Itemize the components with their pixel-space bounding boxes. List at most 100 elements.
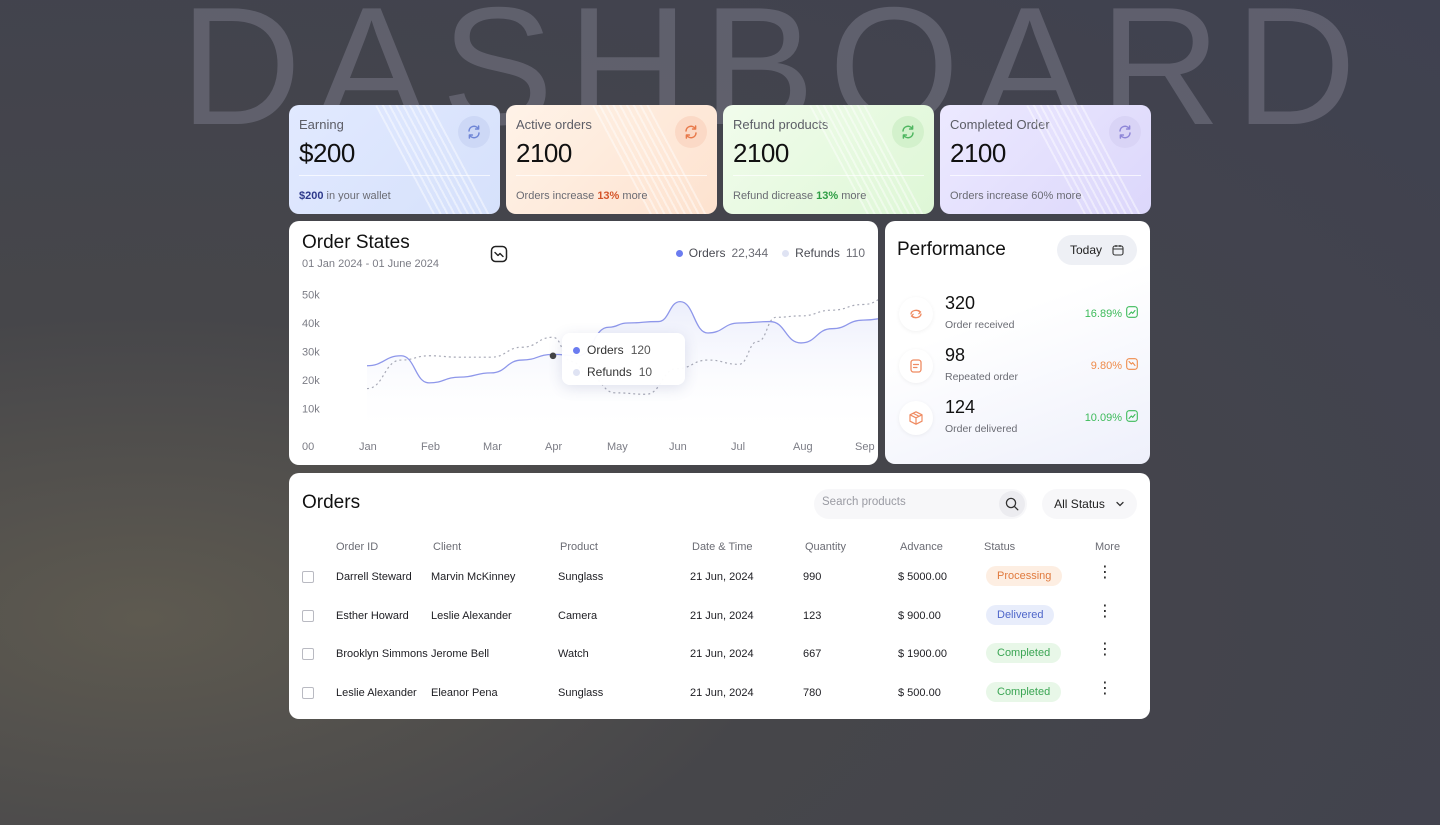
table-row: Darrell Steward Marvin McKinney Sunglass 21… [289,560,1150,596]
box-icon [899,401,933,435]
stat-value: 2100 [516,138,572,168]
x-tick-label: Apr [545,441,562,453]
stat-value: 2100 [733,138,789,168]
x-tick-label: Sep [855,441,875,453]
legend-orders[interactable]: Orders 22,344 [675,246,768,260]
performance-change: 10.09% [1085,410,1138,425]
order-states-date-range: 01 Jan 2024 - 01 June 2024 [302,258,440,270]
divider [516,175,707,176]
stat-card-earning: Earning $200 $200 in your wallet [289,105,500,214]
performance-label: Order delivered [945,423,1018,435]
y-tick-label: 00 [302,441,314,453]
more-options-icon[interactable]: ⋮ [1097,602,1113,620]
stat-label: Completed Order [950,117,1050,132]
refresh-icon[interactable] [892,116,924,148]
foot-text: in your wallet [323,190,391,202]
x-tick-label: Jun [669,441,687,453]
divider [950,175,1141,176]
performance-change: 9.80% [1091,358,1138,373]
row-checkbox[interactable] [302,609,314,622]
status-badge: Processing [986,566,1063,586]
refresh-icon[interactable] [675,116,707,148]
performance-label: Repeated order [945,371,1018,383]
stat-footer: $200 in your wallet [299,190,391,202]
cell-qty: 667 [803,648,822,660]
stat-label: Active orders [516,117,592,132]
more-options-icon[interactable]: ⋮ [1097,564,1113,581]
x-tick-label: Aug [793,441,813,453]
trend-toggle-icon[interactable] [490,245,508,263]
column-header-client: Client [433,541,462,553]
cell-qty: 123 [803,609,822,622]
row-checkbox[interactable] [302,686,314,699]
search-icon[interactable] [999,491,1025,517]
divider [299,175,490,176]
chevron-down-icon [1116,501,1124,507]
column-header-status: Status [984,541,1016,553]
performance-label: Order received [945,319,1015,331]
orders-card: Orders All Status Order ID Client Product D… [289,473,1150,719]
row-checkbox[interactable] [302,648,314,660]
cell-advance: $ 500.00 [898,686,941,699]
column-header-advance: Advance [900,541,943,553]
trend-down-icon [1126,358,1138,373]
search-box [814,489,1027,519]
refresh-icon[interactable] [458,116,490,148]
orders-series-line [366,300,878,384]
stat-card-completed-order: Completed Order 2100 Orders increase 60%… [940,105,1151,214]
performance-row-order-received: 320 Order received 16.89% [897,293,1138,335]
y-tick-label: 30k [302,347,320,359]
x-tick-label: May [607,441,628,453]
cell-advance: $ 900.00 [898,609,941,622]
x-tick-label: Jan [359,441,377,453]
cell-date: 21 Jun, 2024 [690,571,754,583]
foot-text: Orders increase [516,190,598,202]
performance-change: 16.89% [1085,306,1138,321]
row-checkbox[interactable] [302,571,314,583]
document-icon [899,349,933,383]
foot-text: Refund dicrease [733,190,817,202]
cell-client: Jerome Bell [431,648,490,660]
cell-id: Darrell Steward [336,571,412,583]
stat-footer: Orders increase 13% more [516,190,647,202]
foot-strong: 13% [816,190,839,202]
more-options-icon[interactable]: ⋮ [1097,641,1113,658]
stat-value: 2100 [950,138,1006,168]
cell-client: Eleanor Pena [431,686,498,699]
stat-label: Refund products [733,117,829,132]
y-tick-label: 20k [302,375,320,387]
cell-id: Leslie Alexander [336,686,417,699]
period-selector[interactable]: Today [1057,235,1137,265]
more-options-icon[interactable]: ⋮ [1097,679,1113,697]
y-tick-label: 10k [302,404,320,416]
x-tick-label: Jul [731,441,745,453]
legend-refunds[interactable]: Refunds 110 [782,246,865,260]
status-filter-label: All Status [1054,497,1105,511]
period-label: Today [1069,243,1103,257]
search-input[interactable] [822,496,992,508]
cell-qty: 990 [803,571,822,583]
foot-strong: $200 [299,190,324,202]
trend-up-icon [1126,306,1138,321]
performance-card: Performance Today 320 Order received 16.… [885,221,1150,464]
x-tick-label: Mar [483,441,502,453]
cell-advance: $ 1900.00 [898,648,947,660]
performance-title: Performance [897,239,1006,260]
column-header-product: Product [560,541,598,553]
status-badge: Completed [986,681,1062,702]
foot-text-after: more [838,190,867,202]
status-filter-dropdown[interactable]: All Status [1042,489,1137,519]
cell-date: 21 Jun, 2024 [690,609,754,622]
table-row: Brooklyn Simmons Jerome Bell Watch 21 Jun, … [289,637,1150,673]
x-tick-label: Feb [421,441,440,453]
refresh-icon[interactable] [1109,116,1141,148]
highlight-point [549,352,557,360]
performance-row-repeated-order: 98 Repeated order 9.80% [897,345,1138,387]
order-states-title: Order States [302,232,410,253]
foot-strong: 13% [597,190,620,202]
orders-title: Orders [302,492,361,513]
y-tick-label: 40k [302,318,320,330]
performance-value: 320 [945,293,976,313]
performance-value: 124 [945,397,976,417]
y-tick-label: 50k [302,290,320,302]
